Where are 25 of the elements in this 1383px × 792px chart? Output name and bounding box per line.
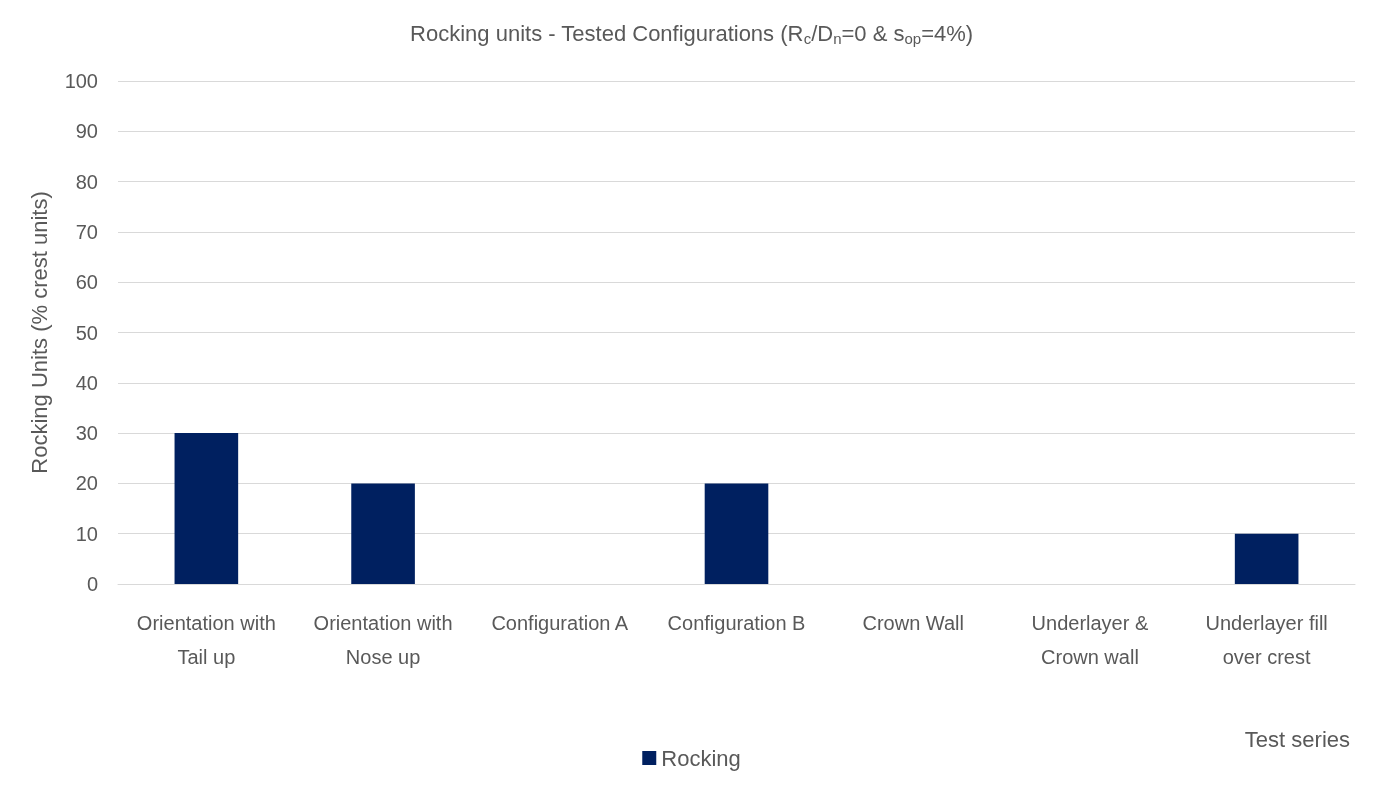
y-tick-label: 70 <box>75 220 98 243</box>
bar <box>351 483 415 584</box>
y-tick-label: 40 <box>75 371 98 394</box>
x-tick-label: Configuration A <box>491 612 629 634</box>
y-tick-label: 20 <box>75 472 98 495</box>
y-tick-label: 90 <box>75 120 98 143</box>
y-tick-label: 100 <box>64 70 98 92</box>
x-tick-label: Underlayer & Crown wall <box>1031 612 1149 668</box>
bar <box>174 433 239 584</box>
legend-label: Rocking <box>661 745 741 771</box>
y-tick-label: 0 <box>86 573 98 595</box>
y-tick-label: 10 <box>75 522 98 545</box>
x-tick-label: Orientation with Tail up <box>136 612 276 668</box>
y-tick-label: 60 <box>75 271 98 294</box>
x-tick-label: Underlayer fill over crest <box>1205 612 1328 668</box>
bar <box>1234 533 1299 584</box>
y-tick-label: 50 <box>75 321 98 344</box>
x-axis-title: Test series <box>1244 726 1351 752</box>
x-tick-label: Orientation with Nose up <box>313 612 453 668</box>
bar <box>704 483 769 584</box>
y-axis-title: Rocking Units (% crest units) <box>26 191 52 474</box>
y-tick-label: 30 <box>75 422 98 445</box>
x-tick-label: Configuration B <box>667 612 806 634</box>
x-tick-label: Crown Wall <box>862 612 964 634</box>
y-tick-label: 80 <box>75 170 98 193</box>
